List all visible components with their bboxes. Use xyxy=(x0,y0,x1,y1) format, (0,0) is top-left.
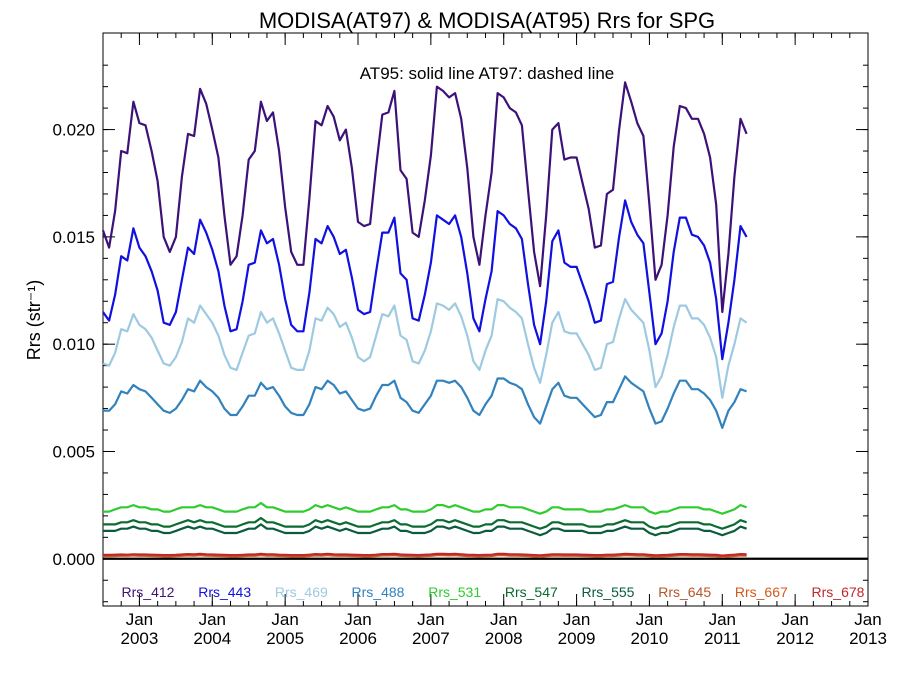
x-tick-labels: Jan2003Jan2004Jan2005Jan2006Jan2007Jan20… xyxy=(121,610,887,648)
y-tick-label: 0.005 xyxy=(52,442,95,461)
legend-entry: Rrs_645 xyxy=(658,584,711,600)
x-tick-year-label: 2003 xyxy=(121,629,159,648)
x-tick-year-label: 2004 xyxy=(193,629,231,648)
x-tick-month-label: Jan xyxy=(781,610,808,629)
series-line-rrs-412 xyxy=(101,81,748,314)
x-tick-month-label: Jan xyxy=(126,610,153,629)
x-tick-month-label: Jan xyxy=(709,610,736,629)
x-tick-year-label: 2011 xyxy=(704,629,741,648)
legend-entry: Rrs_667 xyxy=(735,584,788,600)
x-tick-year-label: 2006 xyxy=(339,629,377,648)
legend-entry: Rrs_488 xyxy=(352,584,405,600)
series-line-rrs-488 xyxy=(103,375,747,429)
x-tick-month-label: Jan xyxy=(344,610,371,629)
legend-entry: Rrs_443 xyxy=(198,584,251,600)
x-tick-month-label: Jan xyxy=(563,610,590,629)
y-tick-labels: 0.000 0.005 0.010 0.015 0.020 xyxy=(52,121,95,569)
data-series xyxy=(101,81,748,559)
legend-entry: Rrs_678 xyxy=(812,584,865,600)
x-tick-year-label: 2009 xyxy=(558,629,596,648)
y-tick-label: 0.000 xyxy=(52,550,95,569)
x-tick-year-label: 2010 xyxy=(631,629,669,648)
series-line-rrs-678 xyxy=(103,552,747,557)
x-tick-year-label: 2007 xyxy=(412,629,450,648)
legend-entry: Rrs_412 xyxy=(122,584,175,600)
x-tick-year-label: 2008 xyxy=(485,629,523,648)
x-tick-month-label: Jan xyxy=(199,610,226,629)
x-tick-month-label: Jan xyxy=(490,610,517,629)
x-tick-month-label: Jan xyxy=(854,610,881,629)
x-tick-month-label: Jan xyxy=(417,610,444,629)
series-line-rrs-531 xyxy=(103,501,747,515)
series-legend: Rrs_412 Rrs_443 Rrs_469 Rrs_488 Rrs_531 Rrs_5… xyxy=(122,584,865,600)
x-tick-month-label: Jan xyxy=(636,610,663,629)
series-line-rrs-547 xyxy=(103,516,747,530)
series-line-rrs-555 xyxy=(103,523,747,537)
axis-ticks xyxy=(102,33,869,606)
series-line-rrs-667 xyxy=(103,553,747,559)
y-tick-label: 0.010 xyxy=(52,335,95,354)
legend-entry: Rrs_469 xyxy=(275,584,328,600)
series-line-rrs-469 xyxy=(102,298,748,399)
x-tick-year-label: 2005 xyxy=(266,629,304,648)
y-tick-label: 0.020 xyxy=(52,121,95,140)
x-tick-month-label: Jan xyxy=(271,610,298,629)
legend-entry: Rrs_531 xyxy=(428,584,481,600)
chart-title: MODISA(AT97) & MODISA(AT95) Rrs for SPG xyxy=(259,8,715,33)
plot-area-frame xyxy=(102,32,869,607)
y-tick-label: 0.015 xyxy=(52,228,95,247)
legend-entry: Rrs_547 xyxy=(505,584,558,600)
x-tick-year-label: 2013 xyxy=(849,629,887,648)
series-line-rrs-443 xyxy=(102,199,748,361)
line-style-annotation: AT95: solid line AT97: dashed line xyxy=(360,64,615,83)
legend-entry: Rrs_555 xyxy=(582,584,635,600)
x-tick-year-label: 2012 xyxy=(776,629,814,648)
y-axis-label: Rrs (str⁻¹) xyxy=(24,280,44,360)
